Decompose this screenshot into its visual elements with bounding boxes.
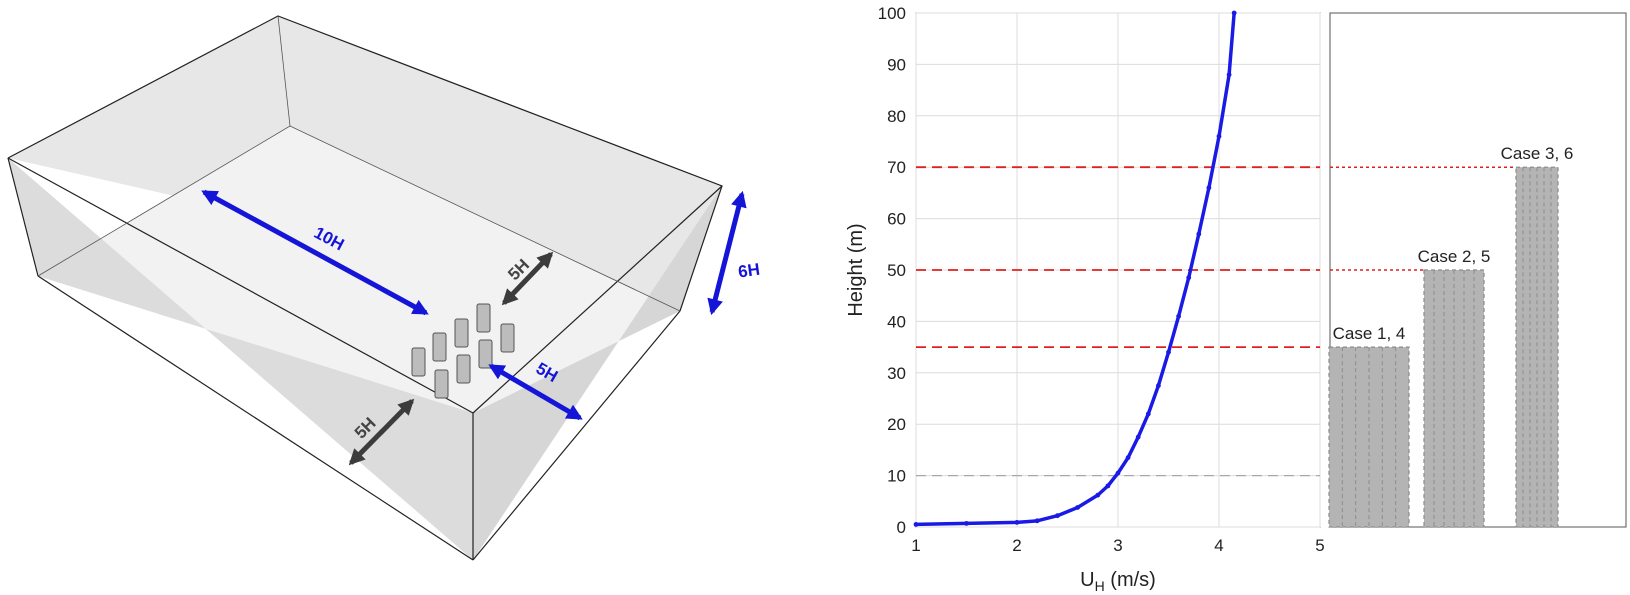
series-marker (1135, 434, 1141, 440)
x-tick-label: 2 (1012, 536, 1021, 555)
height-dimension-arrow (707, 190, 747, 316)
x-tick-label: 5 (1315, 536, 1324, 555)
y-tick-label: 50 (887, 261, 906, 280)
bar-category-label: Case 2, 5 (1418, 247, 1491, 266)
series-marker (1176, 313, 1181, 319)
bar-rect (1515, 166, 1559, 528)
bar-2: Case 2, 5 (1418, 247, 1491, 528)
y-tick-label: 40 (887, 312, 906, 331)
y-tick-label: 70 (887, 158, 906, 177)
series-marker (964, 521, 969, 526)
x-tick-label: 4 (1214, 536, 1223, 555)
x-axis-label-unit: (m/s) (1105, 569, 1156, 591)
x-axis-label-subscript: H (1095, 578, 1105, 594)
series-marker (1186, 275, 1192, 281)
y-tick-label: 60 (887, 210, 906, 229)
series-marker (1206, 185, 1212, 191)
x-tick-label: 3 (1113, 536, 1122, 555)
y-tick-label: 90 (887, 55, 906, 74)
building-array (411, 303, 515, 399)
series-marker (1075, 505, 1080, 510)
series-marker (1115, 470, 1121, 476)
bar-rect (1328, 346, 1410, 528)
y-tick-label: 20 (887, 415, 906, 434)
series-marker (1166, 349, 1171, 355)
x-tick-labels: 1 2 3 4 5 (911, 536, 1324, 555)
building (434, 369, 449, 399)
building (500, 323, 515, 353)
bars-layer: Case 1, 4 Case 2, 5 Case 3, 6 (1328, 144, 1574, 528)
y-axis-label: Height (m) (845, 223, 867, 316)
domain-hidden-edges (37, 15, 681, 312)
series-marker (1105, 483, 1111, 489)
building (432, 332, 447, 362)
series-marker (1196, 231, 1202, 237)
x-axis-label-main: U (1080, 569, 1094, 591)
series-marker (1231, 10, 1237, 16)
y-tick-label: 10 (887, 467, 906, 486)
series-marker (1216, 133, 1222, 139)
series-marker (1034, 518, 1040, 524)
bar-1: Case 1, 4 (1328, 324, 1410, 528)
series-marker (1145, 411, 1151, 417)
series-marker (1095, 492, 1101, 498)
downstream-dimension-arrow (501, 251, 554, 306)
domain-right-face (473, 186, 722, 560)
building (478, 339, 493, 369)
x-axis-label: UH (m/s) (1080, 569, 1156, 594)
y-tick-label: 30 (887, 364, 906, 383)
upstream-dimension-arrow (201, 189, 429, 316)
bar-3: Case 3, 6 (1501, 144, 1574, 528)
building (456, 354, 471, 384)
bar-category-label: Case 3, 6 (1501, 144, 1574, 163)
domain-diagram: 10H 6H 5H 5H 5H (7, 15, 761, 561)
series-marker (1125, 455, 1131, 461)
building (476, 303, 491, 333)
bar-category-label: Case 1, 4 (1333, 324, 1406, 343)
series-marker (1226, 72, 1232, 78)
height-bar-chart: Case 1, 4 Case 2, 5 Case 3, 6 (1328, 12, 1627, 528)
series-marker (1014, 519, 1020, 525)
lateral-right-dimension-arrow (488, 363, 583, 421)
series-marker (1156, 383, 1161, 389)
series-marker (913, 522, 919, 527)
y-tick-label: 0 (897, 518, 906, 537)
series-marker (1055, 513, 1060, 519)
building (454, 318, 469, 348)
y-tick-labels: 0 10 20 30 40 50 60 70 80 90 100 (878, 4, 906, 537)
x-tick-label: 1 (911, 536, 920, 555)
lateral-left-dimension-arrow (348, 398, 415, 466)
building (411, 347, 426, 377)
height-dimension-label: 6H (737, 260, 761, 282)
y-tick-label: 100 (878, 4, 906, 23)
y-tick-label: 80 (887, 107, 906, 126)
series-layer (913, 10, 1237, 527)
